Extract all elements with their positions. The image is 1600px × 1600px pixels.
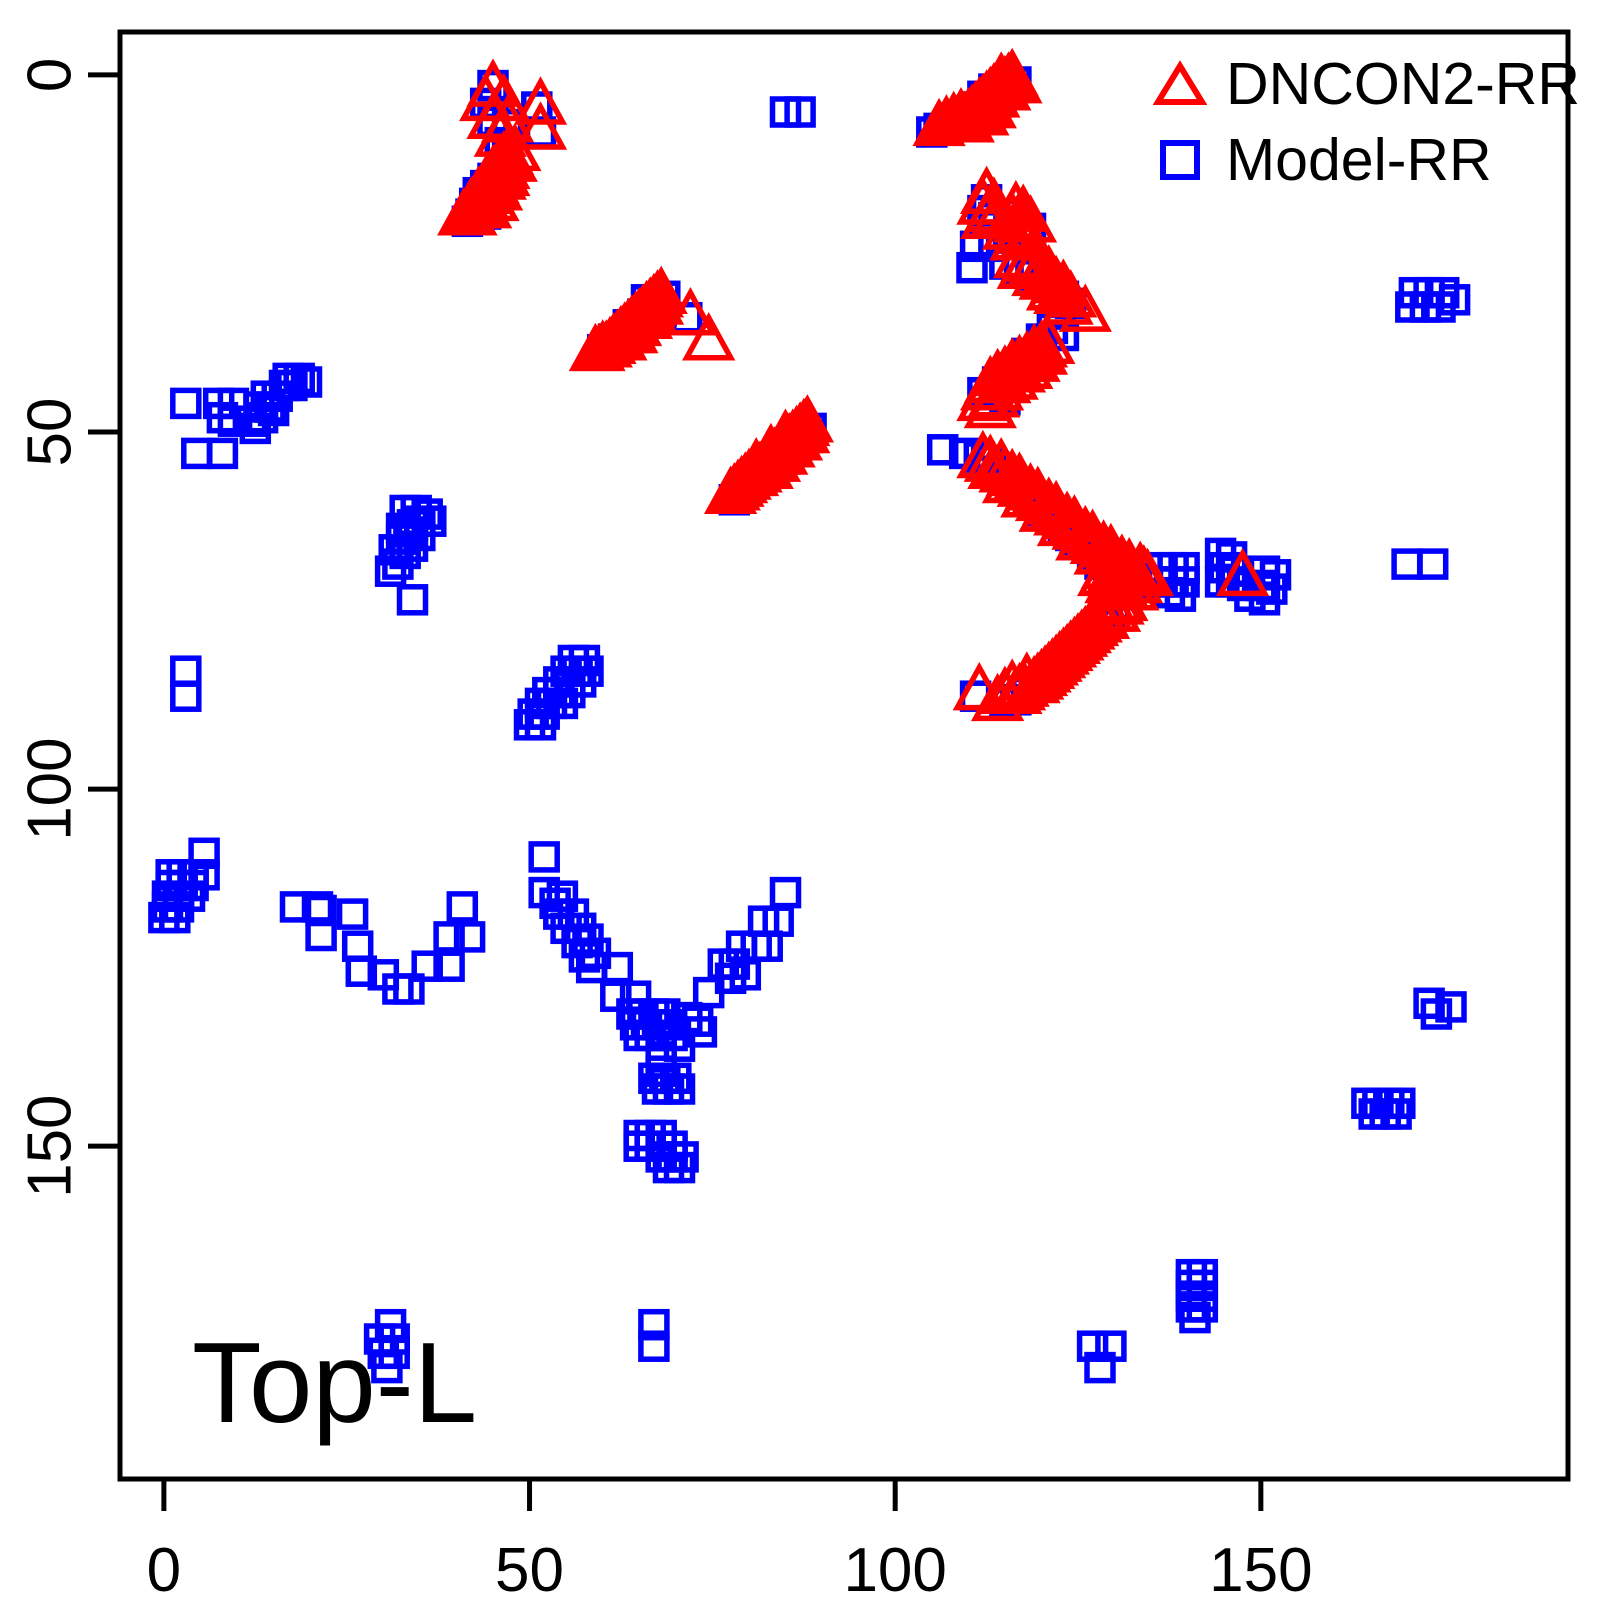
plot-annotation: Top-L <box>192 1320 478 1447</box>
dncon2-rr-point <box>981 454 1036 504</box>
model-rr-point <box>1380 1098 1412 1130</box>
model-rr-point <box>181 437 213 470</box>
x-tick-label: 50 <box>495 1536 564 1600</box>
model-rr-point <box>1420 998 1453 1030</box>
model-rr-point <box>446 891 479 923</box>
model-rr-point <box>1179 1301 1211 1334</box>
model-rr-point <box>290 366 323 398</box>
dncon2-rr-point <box>952 661 1006 711</box>
legend: DNCON2-RR Model-RR <box>1148 46 1580 198</box>
model-rr-point <box>528 841 560 873</box>
dncon2-rr-point <box>513 101 568 150</box>
model-rr-point <box>1164 580 1197 612</box>
model-rr-point <box>1416 548 1449 580</box>
model-rr-point <box>1391 548 1423 580</box>
model-rr-point <box>1248 584 1281 616</box>
model-rr-point <box>1084 1351 1116 1384</box>
legend-item-dncon2-rr: DNCON2-RR <box>1148 46 1580 122</box>
model-rr-point <box>206 437 239 470</box>
model-rr-point <box>382 548 414 580</box>
plot-border <box>117 29 1571 1482</box>
dncon2-rr-point <box>568 322 623 372</box>
dncon2-rr-point <box>466 172 520 222</box>
model-rr-point <box>433 950 465 982</box>
model-rr-point <box>1438 284 1471 316</box>
dncon2-rr-point <box>1018 483 1072 532</box>
dncon2-rr-point <box>605 304 659 354</box>
model-rr-point <box>170 680 202 712</box>
dncon2-rr-point <box>956 372 1010 422</box>
model-rr-point <box>784 96 816 128</box>
dncon2-rr-point <box>1215 547 1270 597</box>
model-rr-point <box>336 898 369 930</box>
dncon2-rr-point <box>459 179 513 229</box>
model-rr-point <box>769 876 802 909</box>
dncon2-rr-point <box>941 94 995 143</box>
y-tick-label: 150 <box>15 1094 84 1197</box>
dncon2-rr-point <box>963 379 1017 429</box>
dncon2-rr-point <box>956 86 1010 136</box>
dncon2-rr-point <box>1036 497 1091 547</box>
model-rr-point <box>663 1073 696 1105</box>
triangle-marker-icon <box>1148 60 1212 108</box>
model-rr-point <box>170 387 202 420</box>
model-rr-point <box>663 1151 696 1184</box>
model-rr-point <box>305 919 337 952</box>
model-rr-point <box>433 921 465 953</box>
dncon2-rr-point <box>989 54 1043 104</box>
square-marker-icon <box>1148 140 1212 180</box>
dncon2-rr-point <box>513 76 568 125</box>
dncon2-rr-point <box>1055 511 1109 561</box>
model-rr-point <box>159 901 191 934</box>
dncon2-rr-point <box>927 90 981 140</box>
y-tick-label: 0 <box>15 58 84 92</box>
dncon2-rr-point <box>963 79 1017 129</box>
legend-item-model-rr: Model-RR <box>1148 122 1580 198</box>
model-rr-point <box>926 434 959 466</box>
model-rr-point <box>396 584 429 616</box>
model-rr-point <box>453 921 486 953</box>
y-tick-label: 50 <box>15 397 84 466</box>
model-rr-point <box>341 930 374 962</box>
model-rr-point <box>524 709 557 741</box>
model-rr-point <box>1076 1330 1109 1362</box>
x-tick-label: 100 <box>843 1536 946 1600</box>
model-rr-point <box>685 1016 718 1048</box>
model-rr-point <box>600 980 632 1012</box>
legend-label-model-rr: Model-RR <box>1226 127 1492 193</box>
dncon2-rr-point <box>912 97 966 147</box>
dncon2-rr-point <box>970 672 1025 722</box>
model-rr-point <box>283 362 315 395</box>
model-rr-point <box>638 1330 670 1362</box>
model-rr-point <box>345 955 378 987</box>
model-rr-point <box>257 394 290 427</box>
dncon2-rr-point <box>1000 469 1054 518</box>
dncon2-rr-point <box>663 286 718 336</box>
model-rr-point <box>170 655 202 687</box>
y-tick-label: 100 <box>15 737 84 840</box>
dncon2-rr-point <box>682 311 736 361</box>
dncon2-rr-point <box>729 436 783 486</box>
model-rr-point <box>371 1351 403 1384</box>
model-rr-point <box>411 950 443 982</box>
x-tick-label: 0 <box>147 1536 181 1600</box>
model-rr-point <box>638 1308 670 1341</box>
dncon2-rr-point <box>1058 283 1112 332</box>
legend-label-dncon2-rr: DNCON2-RR <box>1226 51 1580 117</box>
x-tick-label: 150 <box>1209 1536 1312 1600</box>
dncon2-rr-point <box>477 147 531 197</box>
model-rr-point <box>956 251 988 284</box>
model-rr-point <box>393 973 425 1005</box>
dncon2-rr-point <box>703 465 758 514</box>
model-rr-point <box>374 555 407 587</box>
model-rr-point <box>239 412 272 445</box>
